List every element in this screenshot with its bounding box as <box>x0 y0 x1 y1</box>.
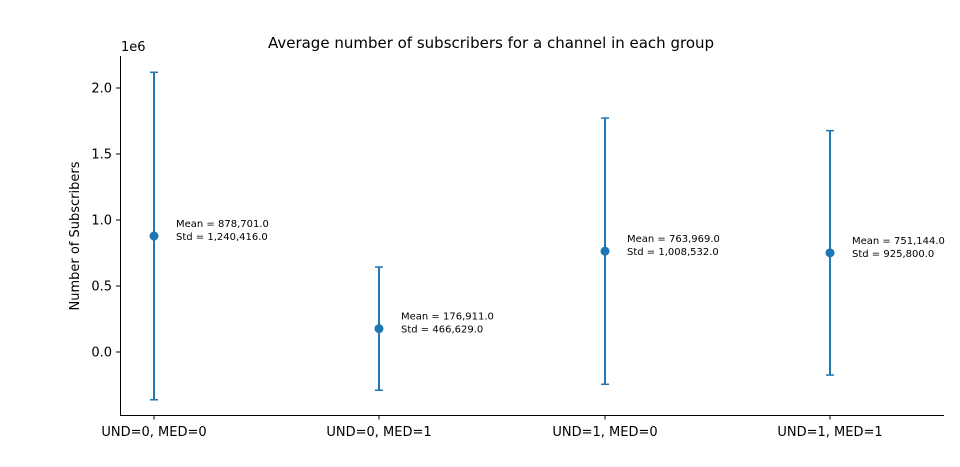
std-annotation: Std = 1,240,416.0 <box>176 232 268 243</box>
mean-annotation: Mean = 751,144.0 <box>852 236 945 247</box>
y-tick-label: 1.5 <box>91 148 112 163</box>
chart-title: Average number of subscribers for a chan… <box>268 34 714 52</box>
plot-area: 0.0 0.5 1.0 1.5 2.0 UND=0, MED=0 UND=0, MED=1 U… <box>91 71 945 440</box>
y-tick-label: 0.5 <box>91 280 112 295</box>
x-tick-label: UND=1, MED=1 <box>777 425 882 440</box>
x-tick-label: UND=0, MED=0 <box>101 425 206 440</box>
y-axis-label: Number of Subscribers <box>68 161 83 310</box>
std-annotation: Std = 925,800.0 <box>852 249 934 260</box>
mean-annotation: Mean = 176,911.0 <box>401 312 494 323</box>
y-tick-label: 1.0 <box>91 214 112 229</box>
std-annotation: Std = 1,008,532.0 <box>627 247 719 258</box>
x-tick-label: UND=1, MED=0 <box>552 425 657 440</box>
mean-annotation: Mean = 878,701.0 <box>176 219 269 230</box>
mean-point <box>149 231 159 241</box>
y-tick-label: 0.0 <box>91 346 112 361</box>
x-tick-label: UND=0, MED=1 <box>326 425 431 440</box>
mean-annotation: Mean = 763,969.0 <box>627 234 720 245</box>
y-tick-label: 2.0 <box>91 82 112 97</box>
mean-point <box>600 246 610 256</box>
y-axis-offset-label: 1e6 <box>121 40 146 55</box>
std-annotation: Std = 466,629.0 <box>401 325 483 336</box>
mean-point <box>374 324 384 334</box>
mean-point <box>825 248 835 258</box>
